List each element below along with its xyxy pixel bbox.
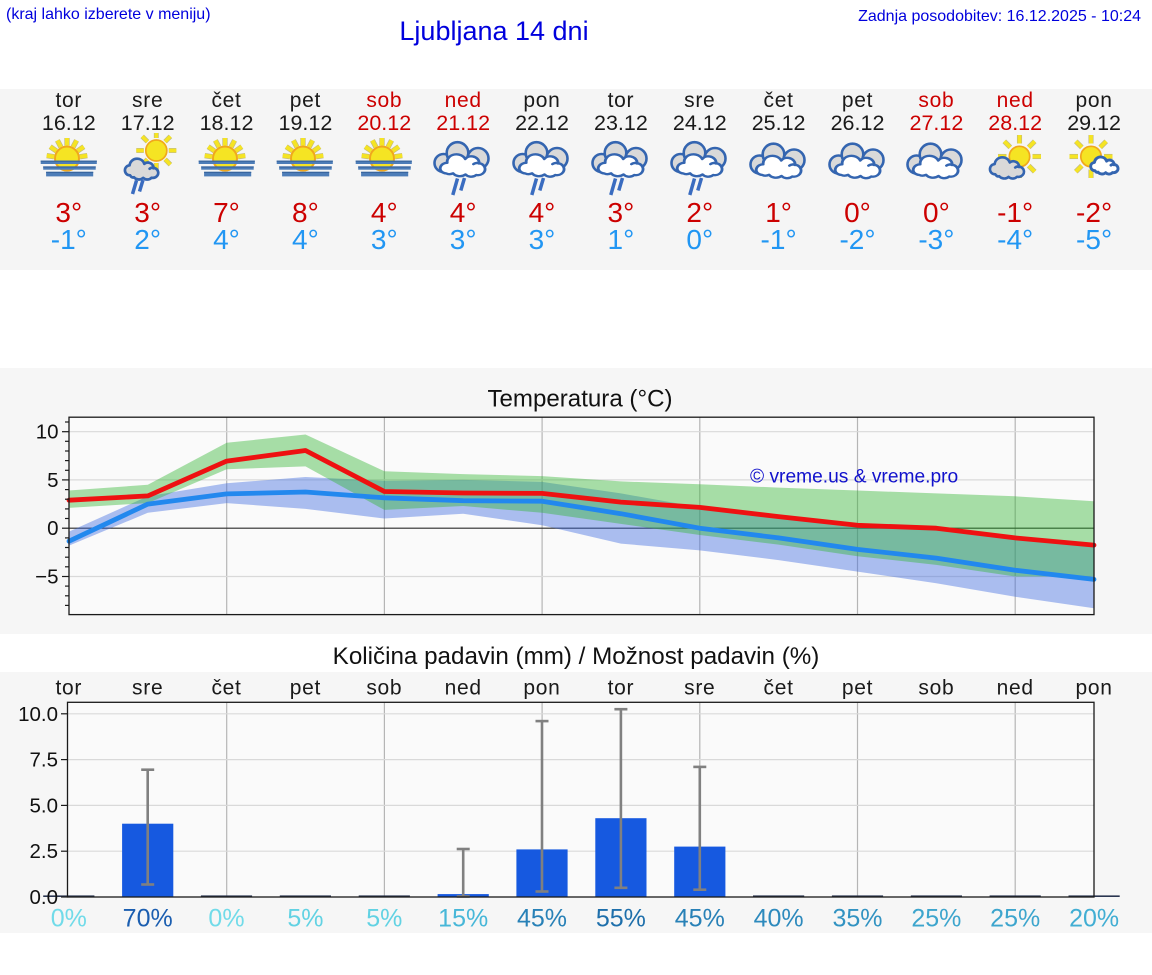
svg-text:0.0: 0.0 [30,886,59,909]
svg-text:45%: 45% [675,905,725,933]
svg-text:pet: pet [290,677,321,700]
svg-text:čet: čet [211,677,241,700]
svg-text:0%: 0% [208,905,244,933]
svg-text:sob: sob [918,677,954,700]
svg-text:Temperatura (°C): Temperatura (°C) [487,386,672,413]
svg-text:0: 0 [47,517,58,540]
svg-text:© vreme.us & vreme.pro: © vreme.us & vreme.pro [750,466,958,487]
svg-text:ned: ned [445,677,482,700]
svg-text:tor: tor [608,677,635,700]
svg-text:5.0: 5.0 [30,794,59,817]
svg-text:sre: sre [132,677,163,700]
svg-text:40%: 40% [754,905,804,933]
svg-text:5: 5 [47,469,58,492]
svg-text:čet: čet [764,677,794,700]
svg-text:pon: pon [1076,677,1113,700]
svg-text:25%: 25% [990,905,1040,933]
svg-text:55%: 55% [596,905,646,933]
svg-text:20%: 20% [1069,905,1119,933]
svg-text:pon: pon [523,677,560,700]
svg-text:tor: tor [55,677,82,700]
svg-text:10.0: 10.0 [18,703,58,726]
svg-text:7.5: 7.5 [30,749,59,772]
svg-text:5%: 5% [366,905,402,933]
svg-text:sre: sre [684,677,715,700]
svg-text:−5: −5 [35,566,58,589]
svg-text:ned: ned [997,677,1034,700]
svg-text:0%: 0% [51,905,87,933]
svg-text:25%: 25% [911,905,961,933]
svg-text:45%: 45% [517,905,567,933]
svg-text:70%: 70% [123,905,173,933]
svg-text:pet: pet [842,677,873,700]
svg-text:5%: 5% [287,905,323,933]
svg-text:10: 10 [36,421,59,444]
svg-text:35%: 35% [832,905,882,933]
svg-text:sob: sob [366,677,402,700]
svg-text:15%: 15% [438,905,488,933]
svg-text:2.5: 2.5 [30,840,59,863]
